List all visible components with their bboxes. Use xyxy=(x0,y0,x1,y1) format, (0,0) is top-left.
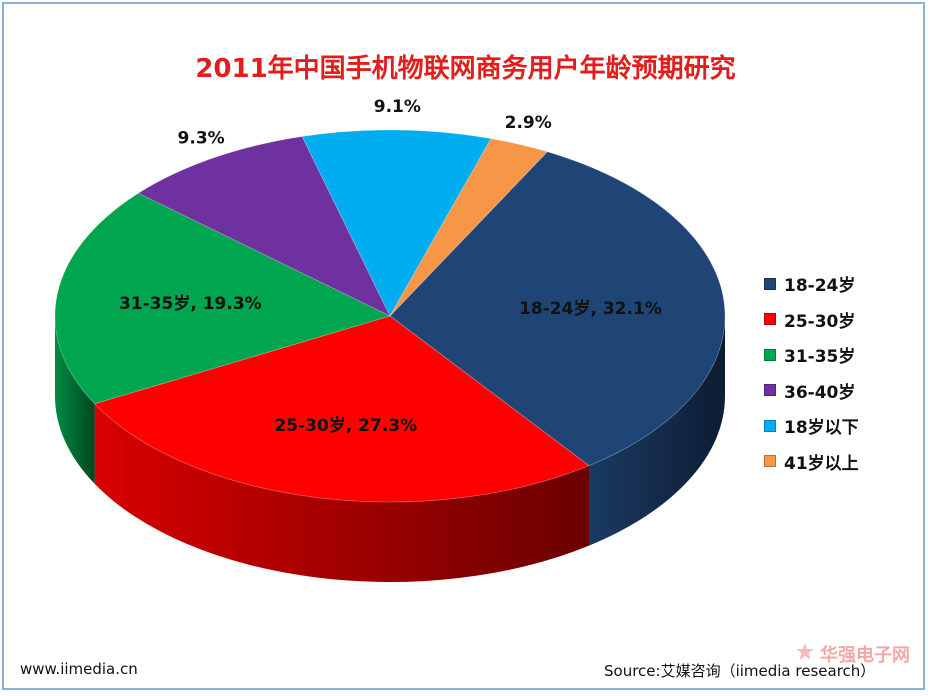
watermark-logo-icon xyxy=(796,643,814,660)
legend-label: 31-35岁 xyxy=(784,347,856,368)
legend-item: 18-24岁 xyxy=(764,266,859,302)
data-label: 25-30岁, 27.3% xyxy=(274,415,417,436)
legend-label: 41岁以上 xyxy=(784,453,859,474)
legend-swatch xyxy=(764,455,776,468)
pie-sides xyxy=(55,316,725,582)
footer-source: Source:艾媒咨询（iimedia research） xyxy=(604,662,876,680)
pie-labels: 18-24岁, 32.1% 25-30岁, 27.3% 31-35岁, 19.3% 9… xyxy=(119,97,662,436)
pie-slice-side xyxy=(94,403,589,582)
pie-slice-31-35岁[interactable] xyxy=(54,192,392,405)
legend-item: 31-35岁 xyxy=(764,337,859,373)
legend-item: 41岁以上 xyxy=(764,444,859,480)
legend: 18-24岁 25-30岁 31-35岁 36-40岁 18岁以下 41岁以上 xyxy=(764,266,859,479)
chart-title: 2011年中国手机物联网商务用户年龄预期研究 xyxy=(195,54,736,84)
legend-label: 18-24岁 xyxy=(784,276,856,297)
legend-item: 18岁以下 xyxy=(764,408,859,444)
data-label: 9.3% xyxy=(178,128,225,148)
pie-slice-side xyxy=(55,316,95,484)
legend-swatch xyxy=(764,313,776,326)
legend-swatch xyxy=(764,419,776,432)
pie-slice-41岁以上[interactable] xyxy=(389,138,549,317)
legend-swatch xyxy=(764,348,776,361)
pie-slice-18岁以下[interactable] xyxy=(301,129,492,317)
pie-slice-36-40岁[interactable] xyxy=(137,136,391,317)
data-label: 2.9% xyxy=(505,113,552,133)
pie-tops xyxy=(54,129,726,503)
legend-swatch xyxy=(764,277,776,290)
data-label: 31-35岁, 19.3% xyxy=(119,293,262,314)
data-label: 18-24岁, 32.1% xyxy=(519,298,662,319)
data-label: 9.1% xyxy=(374,97,421,117)
pie-slice-18-24岁[interactable] xyxy=(389,151,726,467)
pie-slice-side xyxy=(588,316,725,546)
footer-website[interactable]: www.iimedia.cn xyxy=(20,660,138,678)
legend-item: 36-40岁 xyxy=(764,373,859,409)
legend-swatch xyxy=(764,384,776,397)
legend-label: 36-40岁 xyxy=(784,382,856,403)
watermark: 华强电子网 xyxy=(820,645,910,666)
legend-label: 18岁以下 xyxy=(784,418,859,439)
legend-item: 25-30岁 xyxy=(764,302,859,338)
legend-label: 25-30岁 xyxy=(784,311,856,332)
pie-slice-25-30岁[interactable] xyxy=(93,315,590,503)
